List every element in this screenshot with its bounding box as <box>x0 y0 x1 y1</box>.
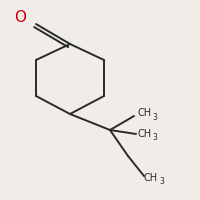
Text: 3: 3 <box>159 178 164 186</box>
Text: CH: CH <box>137 108 151 118</box>
Text: CH: CH <box>137 129 151 139</box>
Text: 3: 3 <box>152 112 157 121</box>
Text: O: O <box>14 10 26 25</box>
Text: CH: CH <box>144 173 158 183</box>
Text: 3: 3 <box>152 134 157 142</box>
